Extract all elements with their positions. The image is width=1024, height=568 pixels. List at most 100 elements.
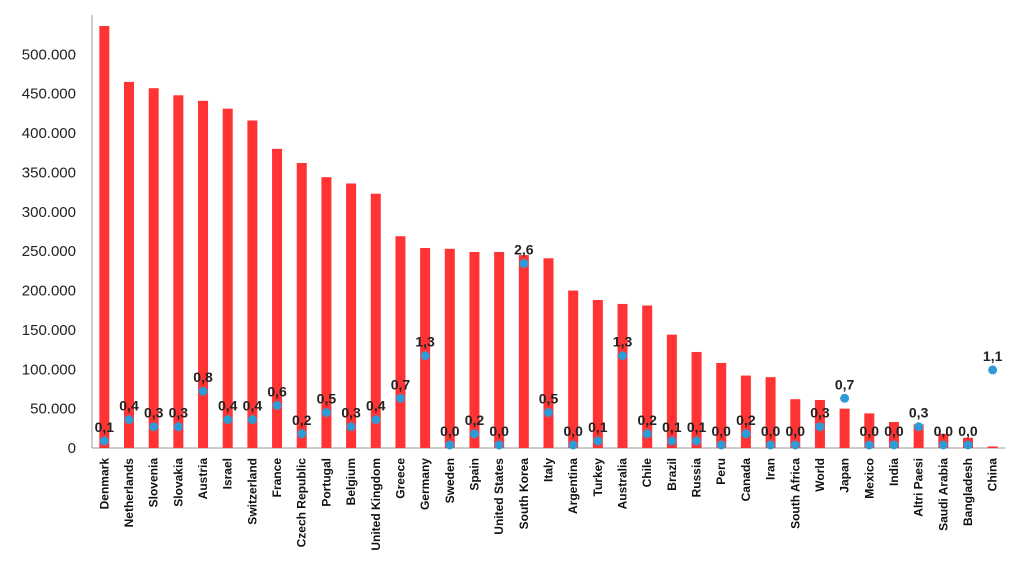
x-tick-label: France [270, 458, 284, 498]
x-tick-label: Mexico [862, 458, 876, 499]
data-point-label: 0,4 [119, 398, 139, 414]
y-tick-label: 450.000 [22, 86, 76, 103]
data-point-label: 0,3 [144, 405, 164, 421]
x-tick-label: Japan [838, 458, 852, 493]
x-tick-label: South Korea [517, 458, 531, 530]
x-tick-label: United Kingdom [369, 458, 383, 551]
data-point-label: 0,2 [292, 412, 312, 428]
x-tick-label: Iran [764, 458, 778, 480]
data-point-label: 0,2 [465, 412, 485, 428]
data-point-label: 0,0 [711, 423, 731, 439]
x-tick-label: Russia [690, 458, 704, 498]
data-point-label: 0,7 [391, 376, 411, 392]
data-point-label: 0,5 [317, 391, 337, 407]
bar [469, 251, 480, 448]
bar [888, 422, 899, 448]
data-point [938, 440, 948, 450]
x-tick-label: Chile [640, 458, 654, 488]
y-tick-label: 250.000 [22, 243, 76, 260]
bar [987, 446, 998, 448]
x-tick-label: Argentina [566, 458, 580, 514]
data-point-label: 0,0 [934, 423, 954, 439]
bar [395, 236, 406, 448]
data-point [692, 436, 702, 446]
x-tick-label: Netherlands [122, 458, 136, 528]
x-tick-label: Austria [196, 458, 210, 500]
data-point [790, 440, 800, 450]
bar [740, 375, 751, 448]
data-point-label: 0,0 [860, 423, 880, 439]
y-tick-label: 400.000 [22, 125, 76, 142]
data-point-label: 0,2 [736, 412, 756, 428]
data-point-label: 0,0 [884, 423, 904, 439]
bar [321, 177, 332, 449]
data-point [272, 400, 282, 410]
data-point-label: 0,0 [786, 423, 806, 439]
data-point [321, 408, 331, 418]
data-point [469, 429, 479, 439]
data-point [519, 258, 529, 268]
data-point-label: 0,7 [835, 376, 855, 392]
data-point [395, 393, 405, 403]
bar [864, 413, 875, 448]
bar [272, 148, 283, 448]
data-point-label: 0,4 [243, 398, 263, 414]
data-point [914, 422, 924, 432]
y-tick-label: 150.000 [22, 322, 76, 339]
bar [99, 26, 110, 448]
data-point [445, 440, 455, 450]
x-tick-label: Slovenia [147, 458, 161, 508]
x-tick-label: World [813, 458, 827, 492]
bar-series [99, 26, 998, 449]
bar [444, 248, 455, 448]
bar [296, 163, 307, 449]
data-point-label: 0,2 [637, 412, 657, 428]
bar [592, 299, 603, 448]
bar [691, 351, 702, 448]
x-tick-label: Portugal [319, 458, 333, 507]
x-tick-label: Peru [714, 458, 728, 485]
x-tick-label: Slovakia [171, 458, 185, 507]
data-point-label: 1,3 [613, 334, 633, 350]
data-point-label: 0,3 [169, 405, 189, 421]
data-point [247, 415, 257, 425]
bar [247, 120, 258, 449]
data-point [346, 422, 356, 432]
bar [716, 362, 727, 448]
data-point-label: 0,0 [440, 423, 460, 439]
point-series [99, 258, 998, 450]
data-point [371, 415, 381, 425]
data-point [840, 393, 850, 403]
bar [198, 100, 209, 448]
bar [148, 88, 159, 448]
data-point [593, 436, 603, 446]
data-point [963, 440, 973, 450]
x-tick-label: Switzerland [245, 458, 259, 525]
x-tick-label: Canada [739, 458, 753, 502]
data-point [124, 415, 134, 425]
data-point [716, 440, 726, 450]
bar [765, 377, 776, 448]
data-point-label: 0,0 [489, 423, 509, 439]
x-tick-label: Brazil [665, 458, 679, 491]
bar [543, 258, 554, 448]
data-point-label: 0,4 [366, 398, 386, 414]
data-point [618, 351, 628, 361]
y-tick-label: 0 [68, 440, 76, 457]
data-point-label: 0,5 [539, 391, 559, 407]
data-point [642, 429, 652, 439]
x-tick-label: Australia [616, 458, 630, 510]
bar [568, 290, 579, 448]
x-tick-label: Saudi Arabia [936, 458, 950, 531]
data-point-label: 0,1 [588, 419, 608, 435]
data-point [889, 440, 899, 450]
x-tick-label: Italy [542, 458, 556, 482]
data-point-label: 0,1 [662, 419, 682, 435]
data-point-label: 0,4 [218, 398, 238, 414]
bar [346, 183, 357, 448]
data-point-label: 0,0 [761, 423, 781, 439]
data-point [99, 436, 109, 446]
data-point-label: 0,0 [563, 423, 583, 439]
x-tick-label: Spain [467, 458, 481, 491]
